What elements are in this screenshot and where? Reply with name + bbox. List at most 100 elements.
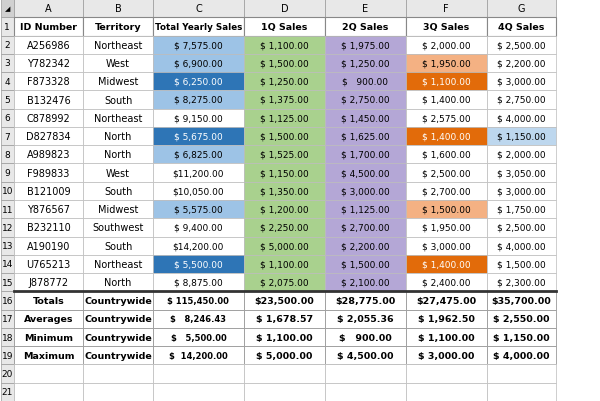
Bar [487, 383, 556, 401]
Bar [153, 164, 244, 182]
Bar [325, 310, 406, 328]
Bar [1, 36, 14, 55]
Text: North: North [104, 150, 132, 160]
Bar [487, 36, 556, 55]
Bar [406, 328, 487, 346]
Text: $ 2,700.00: $ 2,700.00 [341, 223, 389, 232]
Bar [1, 237, 14, 255]
Bar [83, 182, 153, 200]
Bar [153, 55, 244, 73]
Bar [83, 365, 153, 383]
Text: $ 2,200.00: $ 2,200.00 [341, 241, 389, 251]
Bar [406, 73, 487, 91]
Bar [153, 0, 244, 18]
Bar [83, 237, 153, 255]
Bar [406, 18, 487, 36]
Text: 20: 20 [2, 369, 13, 378]
Text: $ 2,000.00: $ 2,000.00 [497, 150, 545, 160]
Text: 10: 10 [1, 187, 13, 196]
Text: $ 1,950.00: $ 1,950.00 [422, 59, 470, 68]
Bar [1, 128, 14, 146]
Bar [1, 73, 14, 91]
Text: $ 1,125.00: $ 1,125.00 [260, 114, 309, 123]
Bar [14, 18, 83, 36]
Bar [83, 91, 153, 109]
Bar [83, 200, 153, 219]
Bar [406, 146, 487, 164]
Bar [406, 182, 487, 200]
Bar [325, 128, 406, 146]
Bar [487, 200, 556, 219]
Bar [406, 310, 487, 328]
Bar [14, 255, 83, 273]
Bar [487, 109, 556, 128]
Text: 12: 12 [2, 223, 13, 232]
Text: $ 5,575.00: $ 5,575.00 [174, 205, 223, 214]
Bar [244, 0, 325, 18]
Text: $   900.00: $ 900.00 [343, 77, 388, 87]
Bar [244, 36, 325, 55]
Bar [406, 164, 487, 182]
Text: 5: 5 [4, 96, 10, 105]
Bar [325, 18, 406, 36]
Text: 17: 17 [1, 314, 13, 324]
Text: $ 2,500.00: $ 2,500.00 [497, 41, 545, 50]
Text: $23,500.00: $23,500.00 [254, 296, 314, 305]
Text: F989833: F989833 [28, 168, 70, 178]
Bar [14, 200, 83, 219]
Text: South: South [104, 241, 132, 251]
Bar [406, 273, 487, 292]
Text: $ 1,975.00: $ 1,975.00 [341, 41, 390, 50]
Text: 15: 15 [1, 278, 13, 287]
Text: $ 6,825.00: $ 6,825.00 [174, 150, 223, 160]
Bar [14, 292, 83, 310]
Text: $ 1,678.57: $ 1,678.57 [256, 314, 313, 324]
Text: $ 2,400.00: $ 2,400.00 [422, 278, 470, 287]
Bar [14, 36, 83, 55]
Bar [1, 182, 14, 200]
Text: $ 1,950.00: $ 1,950.00 [422, 223, 470, 232]
Text: E: E [362, 4, 368, 14]
Text: $ 2,750.00: $ 2,750.00 [497, 96, 545, 105]
Bar [83, 273, 153, 292]
Bar [14, 328, 83, 346]
Text: $ 1,100.00: $ 1,100.00 [418, 333, 475, 342]
Bar [14, 164, 83, 182]
Text: South: South [104, 95, 132, 105]
Bar [244, 55, 325, 73]
Text: 14: 14 [2, 260, 13, 269]
Bar [406, 237, 487, 255]
Text: $ 115,450.00: $ 115,450.00 [167, 296, 229, 305]
Bar [487, 365, 556, 383]
Text: $ 4,500.00: $ 4,500.00 [337, 351, 394, 360]
Text: $ 5,000.00: $ 5,000.00 [256, 351, 313, 360]
Text: $ 1,400.00: $ 1,400.00 [422, 132, 470, 141]
Text: $ 1,500.00: $ 1,500.00 [260, 132, 309, 141]
Bar [14, 219, 83, 237]
Text: $ 1,600.00: $ 1,600.00 [422, 150, 470, 160]
Text: $27,475.00: $27,475.00 [416, 296, 476, 305]
Text: $  14,200.00: $ 14,200.00 [169, 351, 228, 360]
Bar [487, 328, 556, 346]
Bar [244, 182, 325, 200]
Text: J878772: J878772 [29, 277, 68, 288]
Text: $ 1,525.00: $ 1,525.00 [260, 150, 309, 160]
Text: $ 5,500.00: $ 5,500.00 [174, 260, 223, 269]
Bar [83, 310, 153, 328]
Text: $ 4,500.00: $ 4,500.00 [341, 169, 389, 178]
Bar [1, 219, 14, 237]
Text: $ 7,575.00: $ 7,575.00 [174, 41, 223, 50]
Bar [1, 383, 14, 401]
Text: Y782342: Y782342 [27, 59, 70, 69]
Bar [14, 91, 83, 109]
Bar [244, 365, 325, 383]
Bar [487, 55, 556, 73]
Text: 11: 11 [1, 205, 13, 214]
Bar [244, 383, 325, 401]
Bar [325, 182, 406, 200]
Text: Countrywide: Countrywide [84, 314, 152, 324]
Bar [325, 237, 406, 255]
Bar [406, 55, 487, 73]
Text: $14,200.00: $14,200.00 [173, 241, 224, 251]
Text: $ 9,150.00: $ 9,150.00 [174, 114, 223, 123]
